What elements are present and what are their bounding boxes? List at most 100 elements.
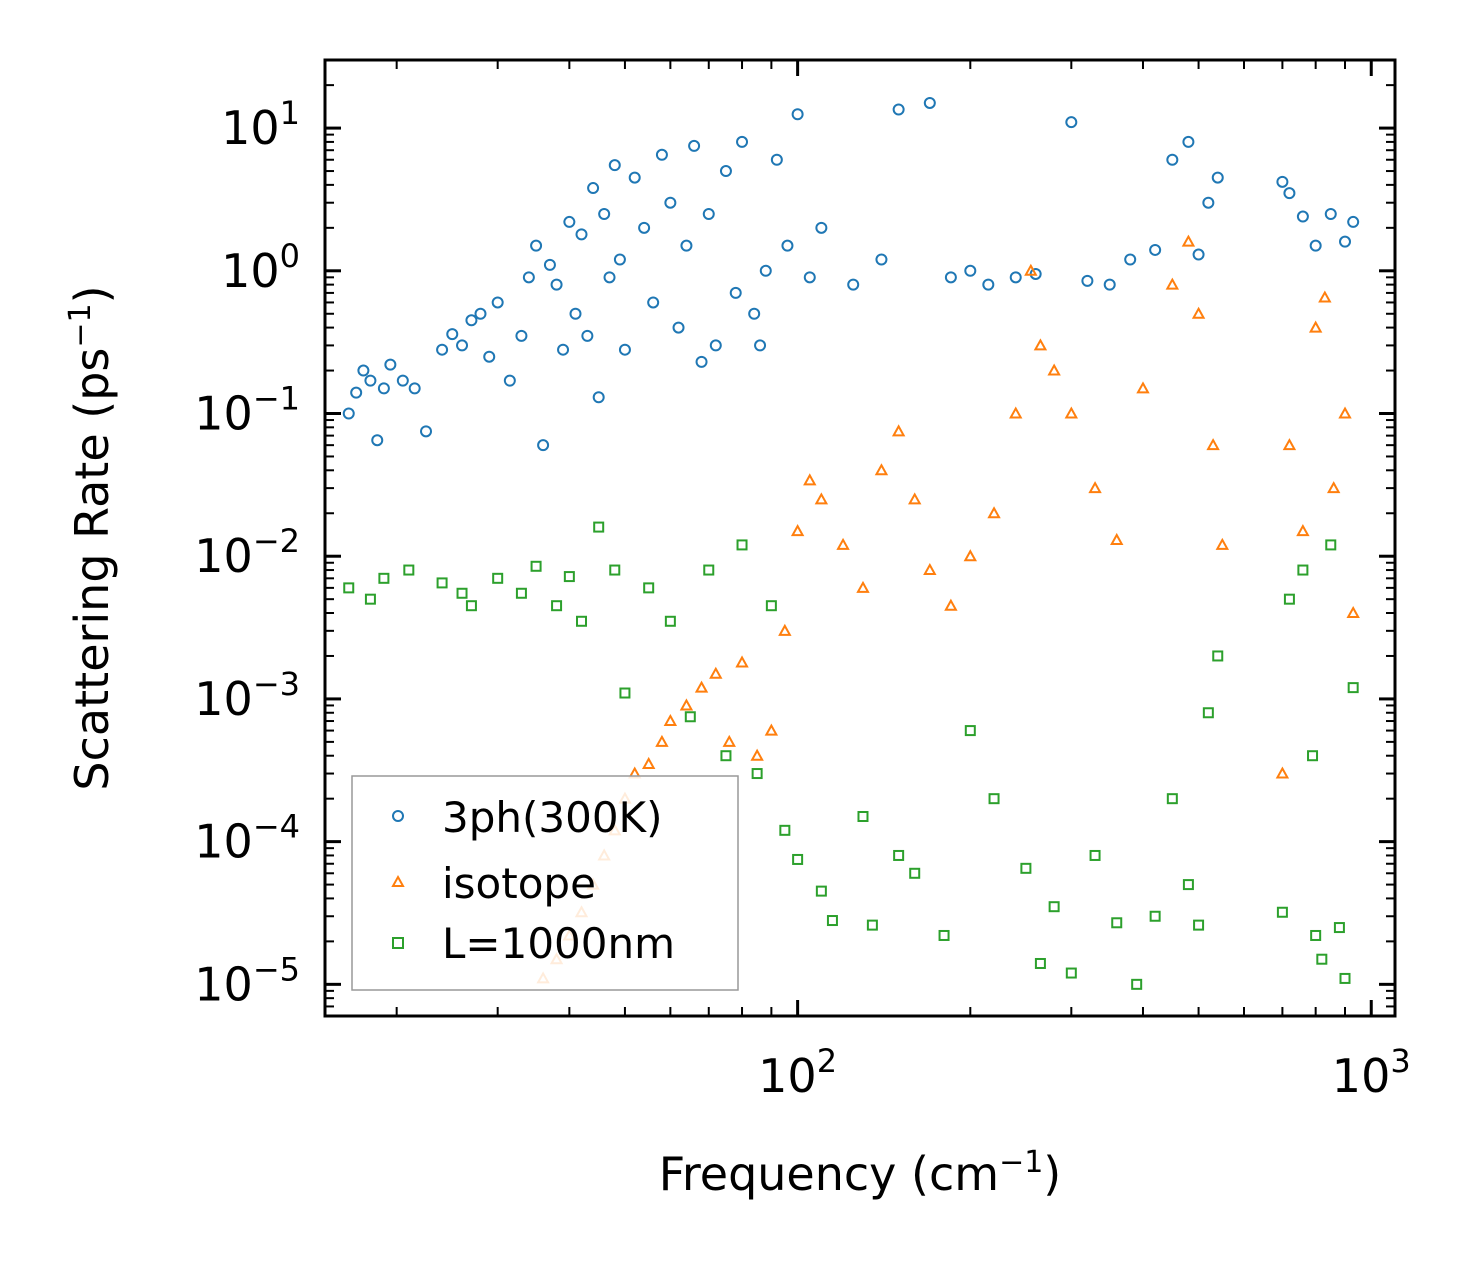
data-point — [944, 598, 958, 611]
data-point — [874, 463, 889, 476]
data-point — [1296, 524, 1310, 537]
data-point — [803, 473, 817, 486]
data-point — [1212, 650, 1224, 662]
data-point — [377, 382, 390, 395]
data-point — [764, 723, 779, 736]
data-point — [1202, 196, 1215, 209]
data-point — [892, 103, 905, 116]
data-point — [1165, 277, 1180, 290]
data-point — [465, 314, 478, 327]
series-square — [343, 521, 1359, 990]
tick-labels: 102 103 101 100 10−1 10−2 10−3 10−4 10−5 — [194, 94, 1410, 1103]
data-point — [575, 228, 588, 241]
data-point — [436, 343, 449, 356]
data-point — [736, 539, 748, 551]
data-point — [618, 343, 631, 356]
data-point — [1297, 564, 1309, 576]
data-point — [598, 208, 611, 221]
data-point — [530, 560, 542, 572]
data-point — [748, 307, 761, 320]
data-point — [1192, 248, 1205, 261]
data-point — [408, 382, 421, 395]
data-point — [515, 329, 528, 342]
data-point — [1206, 438, 1220, 451]
data-point — [1318, 290, 1332, 303]
data-point — [963, 549, 978, 562]
y-tick-label: 10−3 — [194, 665, 300, 726]
data-point — [581, 329, 594, 342]
data-point — [790, 524, 805, 537]
legend-label-3ph: 3ph(300K) — [442, 793, 662, 842]
data-point — [384, 358, 397, 371]
data-point — [1308, 320, 1323, 333]
data-point — [791, 108, 804, 121]
data-point — [550, 278, 563, 291]
data-point — [663, 713, 678, 727]
data-point — [938, 929, 950, 941]
y-tick-label: 10−2 — [194, 522, 300, 583]
data-point — [628, 171, 641, 184]
data-point — [664, 615, 676, 627]
x-tick-label: 103 — [1332, 1042, 1411, 1103]
x-tick-label: 102 — [758, 1042, 837, 1103]
data-point — [491, 296, 504, 309]
data-point — [909, 867, 921, 879]
y-tick-label: 10−1 — [194, 380, 300, 441]
data-point — [1283, 187, 1296, 200]
data-point — [609, 564, 621, 576]
data-point — [396, 374, 409, 387]
legend-box — [351, 775, 739, 991]
data-point — [893, 849, 905, 861]
data-point — [759, 264, 772, 277]
data-point — [1215, 537, 1230, 550]
data-point — [593, 521, 605, 533]
legend: 3ph(300K) isotope L=1000nm — [351, 775, 739, 991]
data-point — [679, 698, 694, 711]
data-point — [1065, 967, 1077, 979]
legend-marker-isotope — [391, 874, 405, 887]
data-point — [592, 391, 605, 404]
y-tick-label: 100 — [221, 237, 300, 298]
data-point — [342, 407, 355, 420]
data-point — [492, 572, 504, 584]
data-point — [751, 768, 763, 780]
data-point — [1347, 215, 1360, 228]
data-point — [1149, 910, 1161, 922]
plot-frame — [323, 58, 1397, 1018]
data-point — [647, 296, 660, 309]
data-point — [522, 271, 535, 284]
data-point — [964, 264, 977, 277]
data-point — [364, 374, 377, 387]
data-point — [857, 811, 869, 823]
data-point — [964, 725, 976, 737]
data-point — [638, 221, 651, 234]
data-point — [684, 711, 696, 723]
data-point — [563, 215, 576, 228]
data-point — [655, 734, 669, 747]
data-point — [702, 208, 715, 221]
data-point — [987, 506, 1001, 519]
data-point — [695, 355, 708, 368]
data-point — [1276, 175, 1289, 188]
data-point — [1338, 406, 1352, 419]
data-point — [778, 623, 792, 636]
data-point — [719, 165, 732, 178]
data-point — [815, 221, 828, 234]
data-point — [1276, 906, 1288, 918]
data-point — [1333, 922, 1345, 934]
data-point — [576, 615, 588, 627]
data-point — [709, 666, 723, 679]
data-point — [436, 577, 448, 589]
data-point — [1033, 338, 1048, 351]
legend-label-boundary: L=1000nm — [442, 919, 675, 968]
data-point — [803, 271, 816, 284]
data-point — [446, 328, 459, 341]
data-point — [1103, 278, 1116, 291]
data-point — [856, 580, 870, 593]
data-point — [1316, 953, 1328, 965]
data-point — [923, 562, 937, 576]
data-point — [703, 564, 715, 576]
data-point — [988, 793, 1000, 805]
data-point — [735, 655, 749, 668]
data-point — [1202, 707, 1214, 719]
